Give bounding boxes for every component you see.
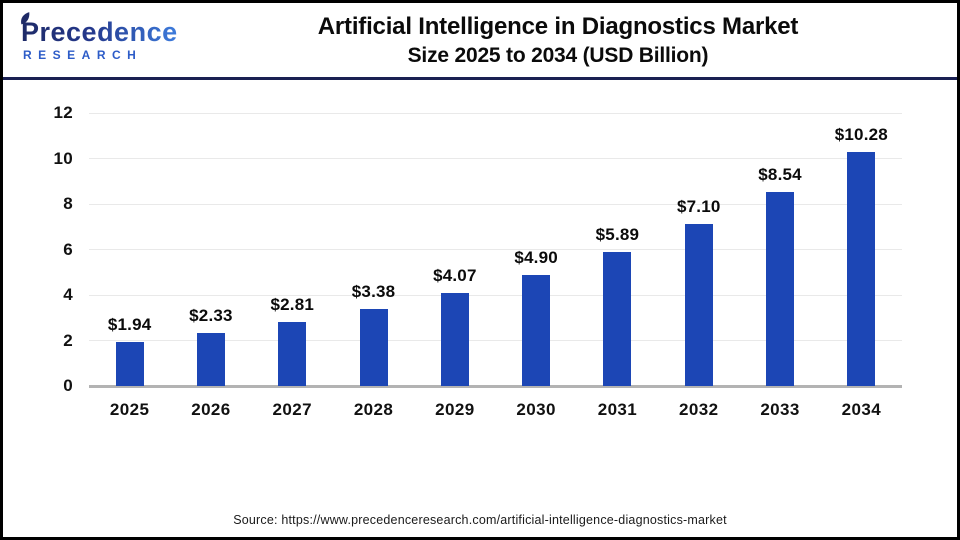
bar-value-label: $10.28 xyxy=(834,125,888,145)
bar-value-label: $1.94 xyxy=(107,314,152,334)
bar xyxy=(278,322,307,386)
y-axis-tick-label: 10 xyxy=(53,148,73,168)
bar xyxy=(847,152,876,386)
bar-value-label: $8.54 xyxy=(758,164,802,184)
y-axis-tick-label: 8 xyxy=(63,194,73,213)
bar xyxy=(359,309,388,386)
gridline xyxy=(89,249,902,250)
x-axis-year-label: 2027 xyxy=(272,400,312,419)
x-axis-year-label: 2033 xyxy=(760,400,800,419)
x-axis-year-label: 2028 xyxy=(353,400,394,419)
bar-value-label: $3.38 xyxy=(351,282,396,302)
bar-value-label: $5.89 xyxy=(595,225,640,244)
bar-value-label: $2.81 xyxy=(270,295,315,315)
plot-area: 0 2 4 6 8 10 12 $1.94 2025 $2.33 2026 $2.81 2027 $3.3… xyxy=(3,3,957,537)
bar xyxy=(766,191,795,386)
precedence-research-logo: Precedence RESEARCH xyxy=(19,12,178,62)
leaf-icon xyxy=(17,11,33,30)
bar-value-label: $7.10 xyxy=(676,197,721,217)
gridline xyxy=(89,112,902,114)
gridline xyxy=(89,158,902,159)
y-axis-tick-label: 2 xyxy=(63,330,73,350)
bar-value-label: $4.90 xyxy=(514,247,558,267)
x-axis-year-label: 2031 xyxy=(597,400,638,419)
bar xyxy=(603,252,632,386)
bar-value-label: $4.07 xyxy=(433,266,477,286)
bar xyxy=(115,341,144,386)
x-axis-year-label: 2034 xyxy=(841,400,882,419)
source-text: Source: https://www.precedenceresearch.c… xyxy=(233,513,727,527)
logo-wordmark: Precedence xyxy=(21,17,178,47)
x-axis-year-label: 2025 xyxy=(109,400,150,419)
chart-title: Artificial Intelligence in Diagnostics M… xyxy=(177,12,957,69)
chart-title-line2: Size 2025 to 2034 (USD Billion) xyxy=(407,43,709,67)
header: Precedence RESEARCH Artificial Intellige… xyxy=(3,3,957,80)
bar-value-label: $2.33 xyxy=(189,305,233,325)
bar xyxy=(522,274,551,386)
bar xyxy=(440,293,469,386)
y-axis-tick-label: 6 xyxy=(63,239,73,259)
gridline xyxy=(89,340,902,341)
x-axis-year-label: 2032 xyxy=(679,400,719,419)
gridline xyxy=(89,294,902,296)
x-axis-year-label: 2026 xyxy=(191,400,231,419)
y-axis-tick-label: 12 xyxy=(53,103,73,122)
gridline xyxy=(89,203,902,205)
y-axis-tick-label: 4 xyxy=(63,285,73,304)
x-axis-baseline xyxy=(89,385,902,388)
logo-subtext: RESEARCH xyxy=(23,48,143,62)
x-axis-year-label: 2029 xyxy=(435,400,475,419)
x-axis-year-label: 2030 xyxy=(516,400,556,419)
bar xyxy=(684,224,713,386)
chart-title-line1: Artificial Intelligence in Diagnostics M… xyxy=(317,12,799,40)
bar xyxy=(196,332,225,386)
y-axis-tick-label: 0 xyxy=(63,376,73,395)
